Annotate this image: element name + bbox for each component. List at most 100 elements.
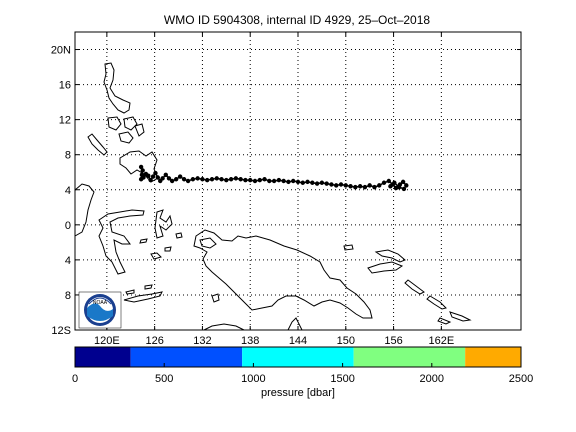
trajectory-point <box>224 177 229 183</box>
coastline-sulawesi <box>98 209 145 275</box>
colorbar-segments <box>75 347 521 367</box>
trajectory-point <box>388 184 393 189</box>
trajectory-point <box>338 182 344 187</box>
trajectory-point <box>392 180 397 185</box>
trajectory-point <box>166 176 172 181</box>
colorbar-segment <box>242 347 354 367</box>
trajectory-point <box>324 181 329 186</box>
trajectory-point <box>367 183 372 188</box>
logo-text: NOAA <box>93 300 108 306</box>
coastline-halmahera <box>154 209 173 239</box>
trajectory-point <box>150 174 156 179</box>
logo-bird-icon <box>88 297 112 305</box>
trajectory-point <box>257 177 262 183</box>
lon-tick-label: 156 <box>384 335 402 347</box>
trajectory-point <box>163 172 168 178</box>
lat-tick-label: 16 <box>59 80 71 92</box>
colorbar-tick-label: 2500 <box>509 373 533 385</box>
trajectory-point <box>286 179 291 185</box>
colorbar-tick-label: 1000 <box>241 373 265 385</box>
lon-tick-label: 150 <box>337 335 355 347</box>
lon-tick-label: 144 <box>289 335 307 347</box>
colorbar-frame <box>74 346 522 368</box>
trajectory-point <box>238 177 243 182</box>
float-trajectory <box>138 164 409 192</box>
trajectory-point <box>155 175 161 180</box>
coastline-borneo <box>74 183 95 237</box>
lat-tick-label: 4 <box>65 185 71 197</box>
lat-tick-label: 8 <box>65 150 71 162</box>
trajectory-point <box>169 178 175 184</box>
map-panel: 20N 16 12 8 4 0 4 8 12S 120E 126 132 138 144 150 156 16… <box>51 31 522 347</box>
trajectory-point <box>248 177 253 183</box>
longitude-labels: 120E 126 132 138 144 150 156 162E <box>94 335 454 347</box>
trajectory-point <box>276 177 282 183</box>
colorbar-tick-label: 2000 <box>420 373 444 385</box>
trajectory-point <box>300 180 305 185</box>
trajectory-point <box>377 183 382 188</box>
trajectory-point <box>219 177 224 182</box>
colorbar-label: pressure [dbar] <box>261 387 335 399</box>
trajectory-point <box>177 174 183 179</box>
coastline-new-guinea <box>193 229 373 319</box>
trajectory-point <box>146 173 151 178</box>
colorbar-segment <box>353 347 466 367</box>
trajectory-point <box>141 175 146 180</box>
trajectory-point <box>148 177 153 183</box>
trajectory-point <box>310 180 315 185</box>
trajectory-point <box>233 176 239 181</box>
trajectory-point <box>396 184 402 190</box>
trajectory-point <box>400 179 406 185</box>
lon-tick-label: 132 <box>193 335 211 347</box>
coastline-bougainville <box>404 279 425 295</box>
trajectory-point <box>181 177 187 182</box>
coastline-maluku <box>139 232 183 260</box>
coastline-aru <box>211 293 220 303</box>
trajectory-point <box>305 179 310 185</box>
trajectory-point <box>372 184 377 190</box>
latitude-labels: 20N 16 12 8 4 0 4 8 12S <box>51 45 71 337</box>
trajectory-point <box>329 182 334 187</box>
lat-tick-label: 0 <box>65 220 71 232</box>
trajectory-point <box>386 178 391 184</box>
colorbar: 0 500 1000 1500 2000 2500 pressure [dbar] <box>72 346 533 399</box>
lon-tick-label: 162E <box>429 335 455 347</box>
trajectory-point <box>243 177 248 183</box>
coastlines <box>74 62 472 331</box>
trajectory-point <box>262 177 267 182</box>
colorbar-segment <box>465 347 521 367</box>
coastline-lesser-sunda <box>123 284 163 303</box>
lon-tick-label: 120E <box>94 335 120 347</box>
trajectory-point <box>140 168 145 173</box>
lat-tick-label: 20N <box>51 45 71 57</box>
coastline-new-ireland <box>374 249 406 263</box>
colorbar-tick-label: 500 <box>155 373 173 385</box>
coastline-visayas <box>107 116 145 144</box>
colorbar-ticks: 0 500 1000 1500 2000 2500 <box>72 363 533 385</box>
lon-tick-label: 126 <box>145 335 163 347</box>
trajectory-point <box>200 177 205 182</box>
trajectory-point <box>281 178 286 184</box>
lat-tick-label: 8 <box>65 290 71 302</box>
trajectory-point <box>291 178 296 184</box>
lon-tick-label: 138 <box>241 335 259 347</box>
colorbar-tick-label: 1500 <box>330 373 354 385</box>
trajectory-point <box>205 177 210 183</box>
coastline-new-britain <box>367 261 404 274</box>
trajectory-point <box>334 183 339 188</box>
trajectory-point <box>357 184 363 189</box>
coastline-manus <box>343 244 354 251</box>
trajectory-point <box>314 181 320 186</box>
trajectory-point <box>404 183 409 188</box>
coastline-birds-head <box>199 237 217 249</box>
trajectory-point <box>252 178 258 184</box>
trajectory-point <box>319 180 325 185</box>
lat-tick-label: 4 <box>65 255 71 267</box>
trajectory-point <box>362 184 368 190</box>
trajectory-point <box>295 179 301 185</box>
coastline-luzon <box>103 62 131 114</box>
trajectory-point <box>214 176 219 181</box>
trajectory-point <box>353 184 358 190</box>
colorbar-segment <box>75 347 131 367</box>
